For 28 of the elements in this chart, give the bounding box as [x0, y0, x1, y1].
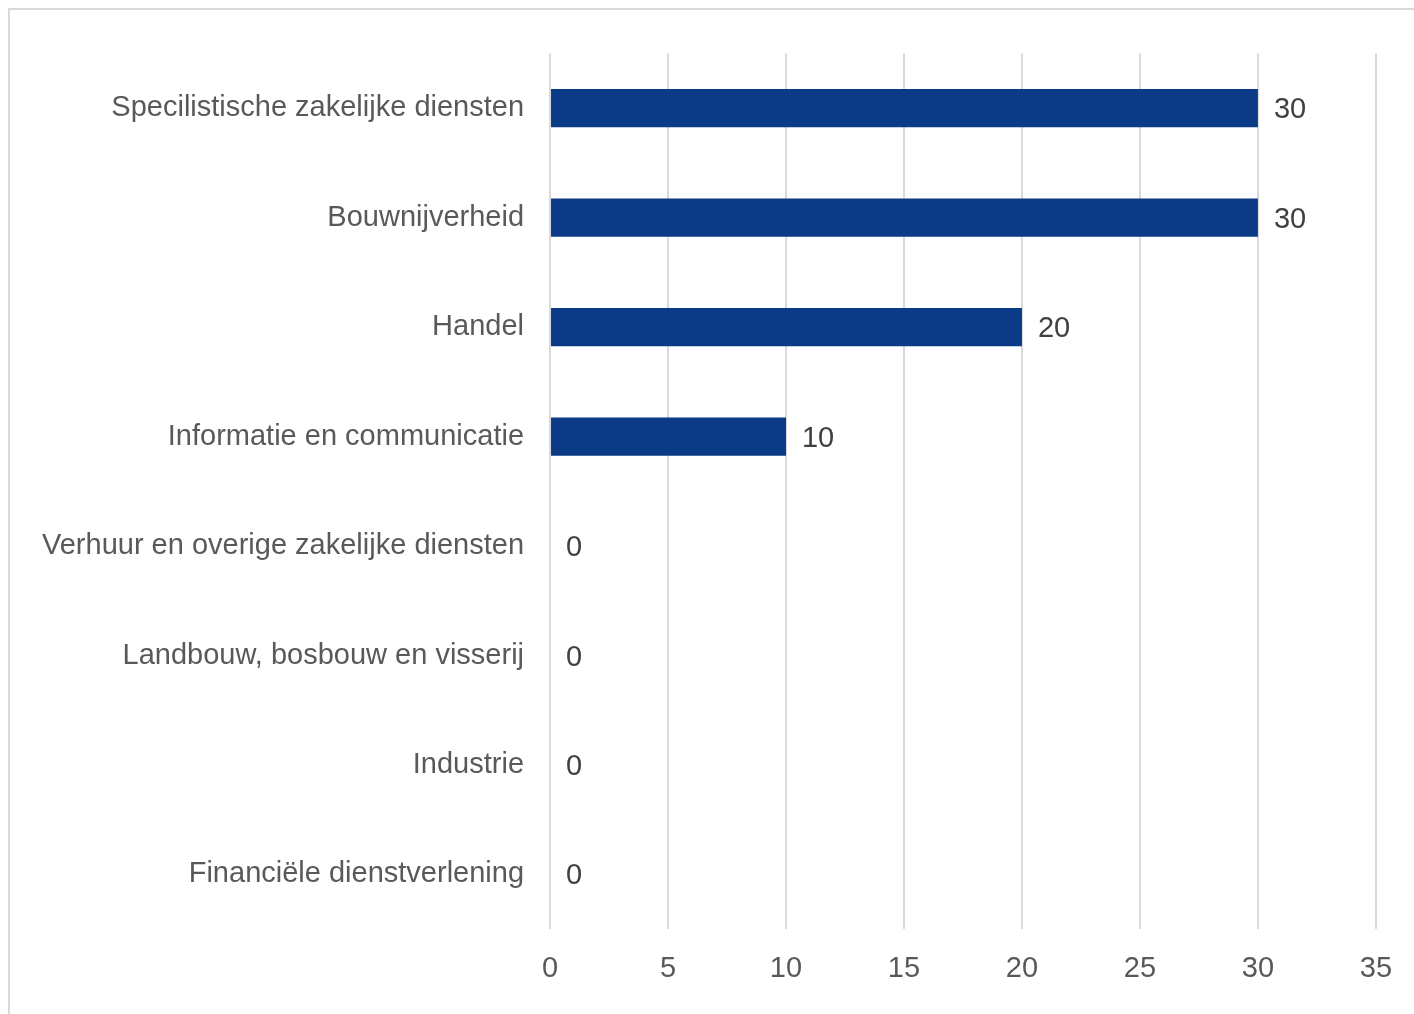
y-tick-label: Financiële dienstverlening — [188, 856, 525, 889]
data-label: 30 — [1273, 92, 1307, 125]
x-tick-label: 35 — [1359, 950, 1392, 983]
data-label: 30 — [1273, 201, 1307, 234]
y-tick-label: Specilistische zakelijke diensten — [111, 90, 525, 123]
x-tick-label: 30 — [1241, 950, 1275, 983]
x-tick-label: 5 — [659, 950, 677, 983]
y-tick-label: Landbouw, bosbouw en visserij — [122, 637, 525, 670]
x-tick-label: 10 — [769, 950, 803, 983]
data-label: 10 — [801, 420, 835, 453]
y-tick-label: Handel — [432, 309, 525, 342]
x-tick-label: 15 — [887, 950, 921, 983]
bar — [551, 307, 1022, 347]
y-tick-label: Informatie en communicatie — [167, 418, 525, 451]
data-label: 0 — [566, 858, 583, 891]
x-tick-label: 20 — [1005, 950, 1039, 983]
x-tick-label: 0 — [541, 950, 559, 983]
bar — [551, 198, 1258, 237]
y-tick-label: Bouwnijverheid — [327, 199, 525, 232]
data-label: 0 — [566, 639, 583, 672]
x-tick-label: 25 — [1123, 950, 1157, 983]
data-label: 0 — [566, 530, 583, 563]
bar — [551, 88, 1258, 128]
data-label: 0 — [566, 748, 583, 781]
bar — [551, 417, 786, 456]
data-label: 20 — [1037, 311, 1071, 344]
y-tick-label: Verhuur en overige zakelijke diensten — [41, 528, 525, 561]
y-tick-label: Industrie — [412, 746, 525, 779]
